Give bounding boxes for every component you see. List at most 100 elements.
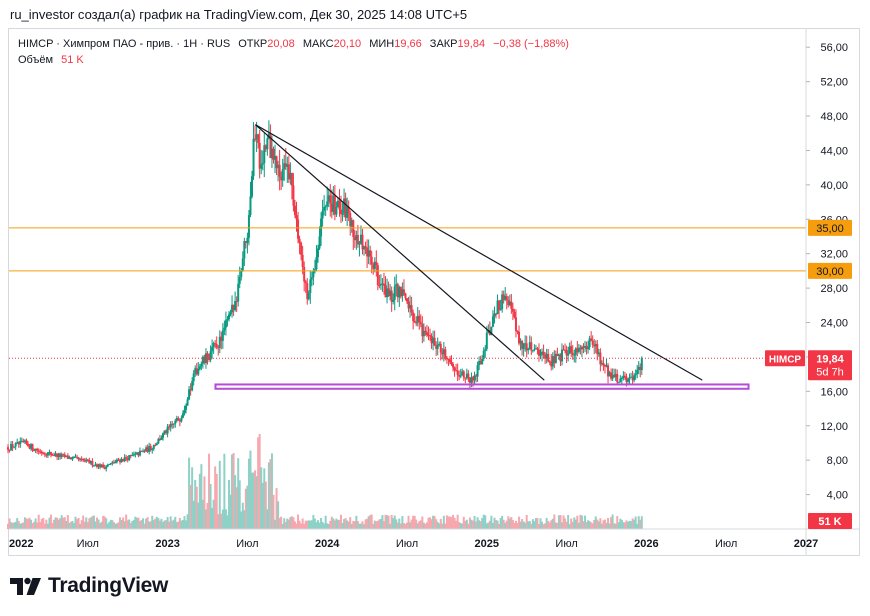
candle-body — [473, 375, 476, 381]
symbol-tag[interactable] — [765, 350, 805, 367]
volume-bar — [557, 515, 560, 529]
trendline[interactable] — [254, 124, 545, 381]
candle-body — [229, 312, 232, 315]
candle-body — [310, 277, 313, 280]
volume-bar — [77, 517, 80, 529]
candle-body — [413, 320, 416, 323]
volume-bar — [542, 524, 545, 529]
time-tick-label: Июл — [715, 538, 737, 550]
candle-body — [19, 441, 22, 445]
volume-bar — [36, 522, 39, 529]
candle-body — [631, 376, 634, 381]
candle-body — [178, 420, 181, 422]
volume-bar — [53, 519, 56, 529]
tradingview-logo[interactable]: TradingView — [10, 574, 168, 598]
volume-bar — [251, 472, 254, 529]
candle-body — [587, 347, 590, 350]
volume-bar — [185, 520, 188, 529]
volume-bar — [623, 522, 626, 529]
level-35-badge[interactable] — [808, 219, 852, 236]
volume-bar — [91, 516, 94, 529]
candle-body — [626, 379, 629, 382]
candle-body — [115, 459, 118, 462]
candle-body — [614, 373, 617, 378]
support-zone-rect[interactable] — [214, 383, 750, 390]
volume-bar — [630, 521, 633, 529]
trendline[interactable] — [255, 124, 703, 381]
candle-body — [594, 344, 597, 347]
candle-body — [277, 164, 280, 169]
candle-body — [237, 283, 240, 302]
candle-body — [128, 455, 131, 460]
volume-bar — [364, 519, 367, 529]
volume-bar — [587, 520, 590, 529]
candle-body — [117, 459, 120, 461]
candle-body — [77, 457, 80, 460]
countdown-value: 5d 7h — [816, 366, 844, 378]
candle-body — [364, 246, 367, 248]
candle-body — [304, 281, 307, 284]
volume-bar — [231, 454, 234, 529]
volume-bar — [442, 515, 445, 529]
candle-body — [544, 354, 547, 359]
chart-frame[interactable] — [8, 28, 860, 556]
volume-bar — [398, 518, 401, 529]
candle-body — [341, 213, 344, 215]
volume-bar — [264, 481, 267, 529]
volume-bar — [484, 515, 487, 529]
legend-symbol[interactable]: HIMCP · Химпром ПАО - прив. · 1Н · RUS — [18, 38, 231, 50]
volume-bar — [69, 521, 72, 529]
candle-body — [68, 457, 71, 459]
candle-body — [640, 358, 643, 371]
candle-body — [425, 332, 428, 336]
candle-body — [459, 375, 462, 377]
candle-body — [26, 443, 29, 447]
candle-body — [148, 446, 151, 452]
volume-badge[interactable] — [808, 513, 852, 529]
volume-bar — [513, 522, 516, 529]
candle-body — [208, 357, 211, 360]
candle-body — [419, 322, 422, 325]
volume-bar — [211, 507, 214, 529]
candle-body — [465, 373, 468, 378]
legend-open-label: ОТКР — [238, 38, 268, 50]
symbol-tag-text: HIMCP — [769, 354, 802, 365]
candle-body — [246, 237, 249, 243]
volume-bar — [559, 515, 562, 529]
candle-body — [550, 361, 553, 367]
candle-body — [522, 343, 525, 349]
volume-bar — [363, 524, 366, 529]
drawing-layer — [9, 124, 806, 390]
candle-body — [254, 138, 257, 140]
volume-bar — [628, 520, 631, 529]
candle-body — [510, 301, 513, 309]
volume-bar — [528, 521, 531, 529]
candle-body — [458, 375, 461, 377]
price-tick-label: 16,00 — [820, 386, 848, 398]
legend-volume-label[interactable]: Объём — [18, 54, 54, 66]
last-price-badge[interactable] — [808, 350, 852, 381]
volume-bar — [300, 523, 303, 529]
volume-bar — [198, 473, 201, 529]
candle-body — [292, 185, 295, 206]
candle-body — [281, 169, 284, 181]
candle-body — [456, 370, 459, 376]
candle-body — [565, 350, 568, 356]
volume-bar — [410, 519, 413, 529]
level-30-badge[interactable] — [808, 262, 852, 279]
candle-body — [584, 345, 587, 347]
volume-bar — [471, 520, 474, 529]
candle-body — [188, 389, 191, 400]
volume-bar — [468, 517, 471, 529]
volume-bar — [45, 519, 48, 529]
volume-bar — [573, 517, 576, 529]
tradingview-icon — [10, 577, 41, 595]
candle-body — [321, 210, 324, 219]
candle-body — [129, 455, 132, 457]
volume-bar — [204, 509, 207, 529]
volume-bar — [275, 488, 278, 529]
candle-body — [471, 377, 474, 381]
volume-bar — [576, 515, 579, 529]
candle-body — [235, 301, 238, 303]
